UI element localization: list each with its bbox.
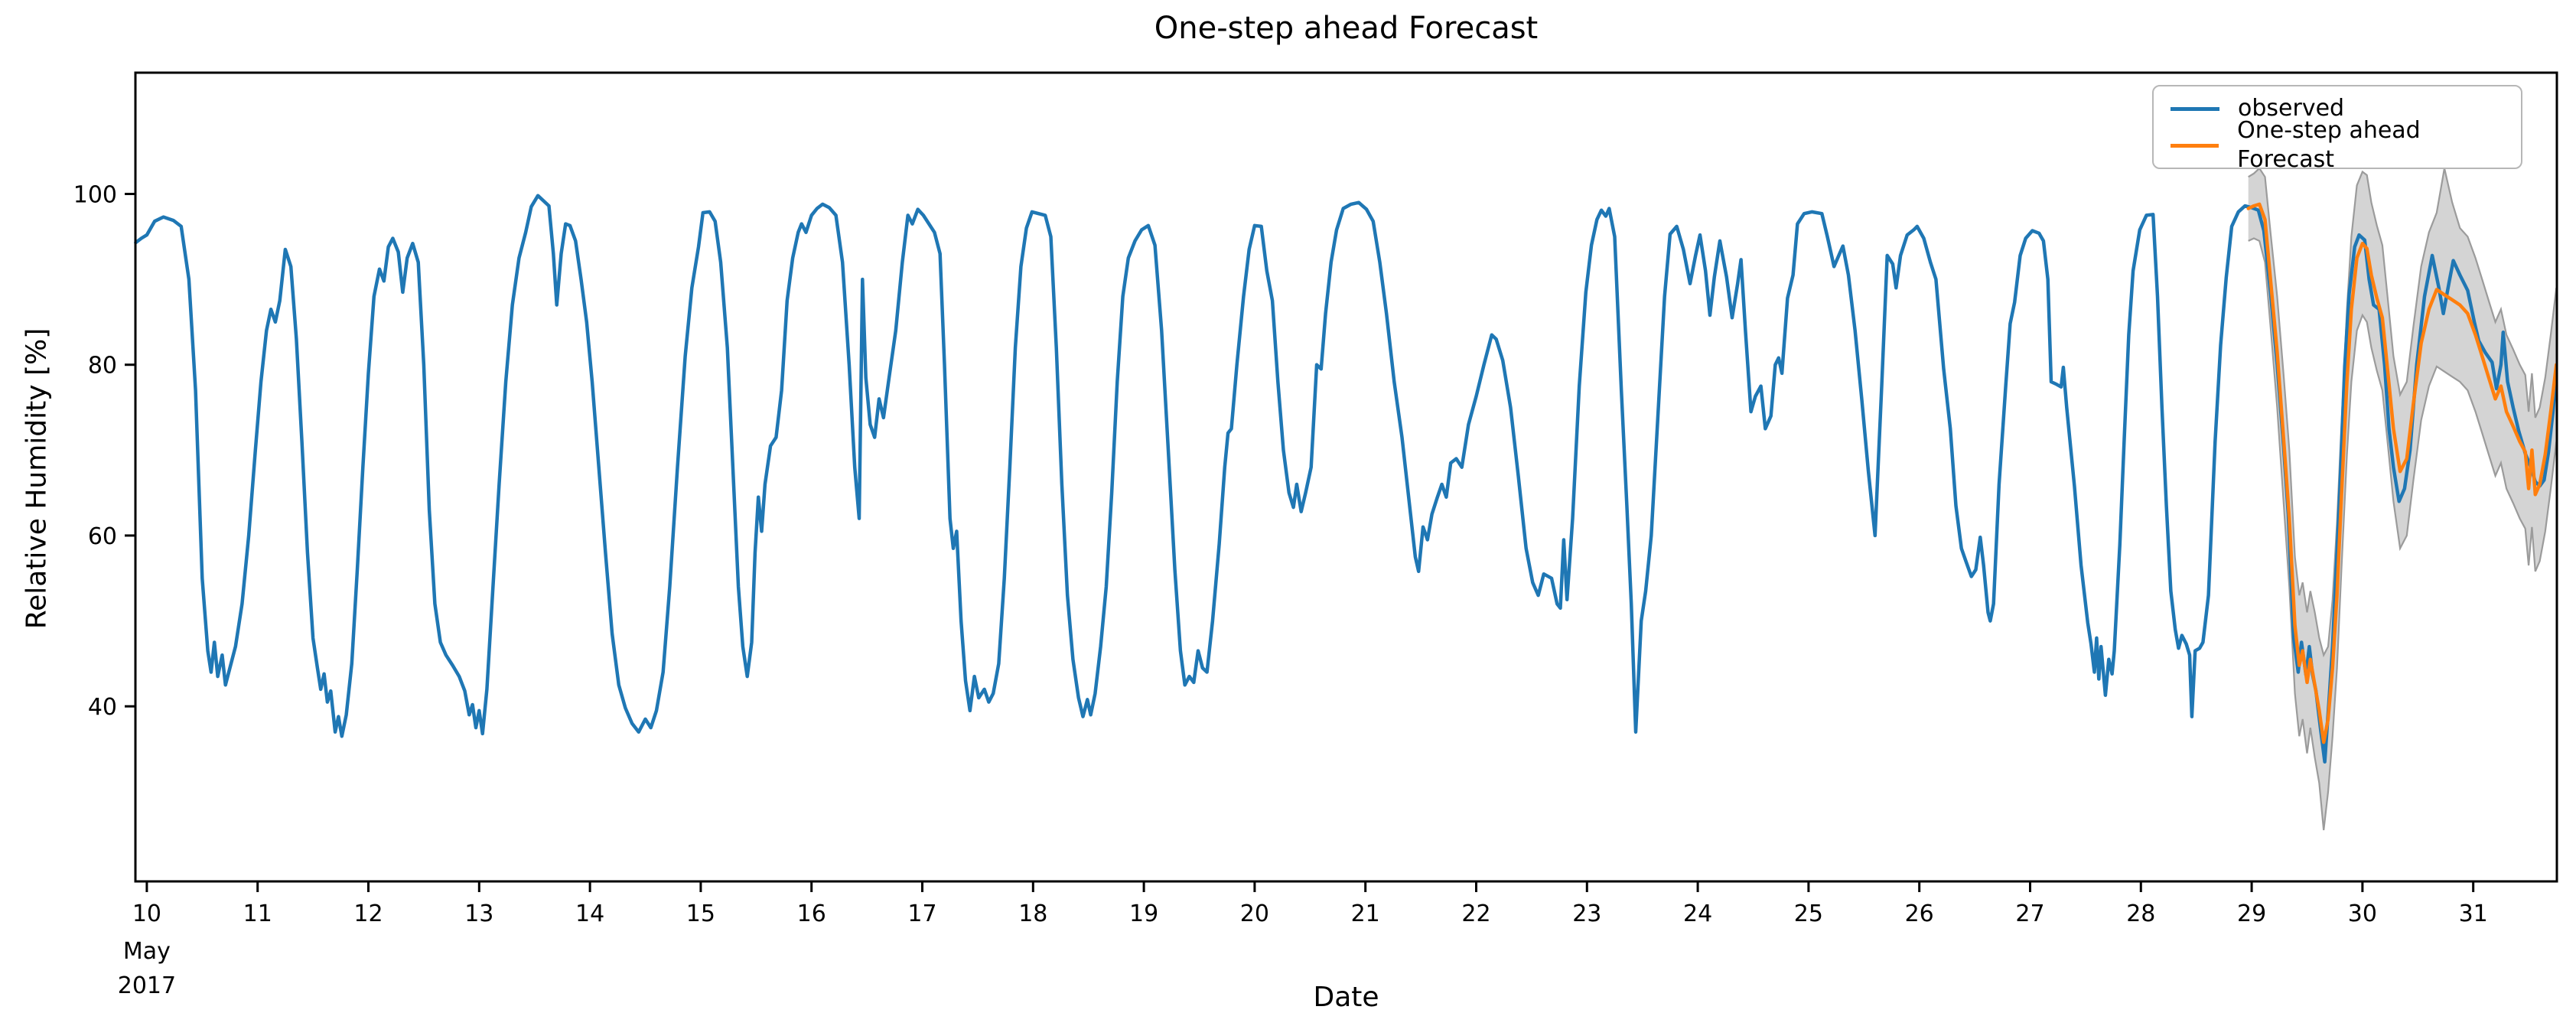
svg-text:19: 19 <box>1129 901 1158 927</box>
legend-item-forecast: One-step ahead Forecast <box>2154 117 2521 173</box>
svg-text:26: 26 <box>1905 901 1934 927</box>
svg-text:11: 11 <box>243 901 272 927</box>
svg-text:24: 24 <box>1683 901 1712 927</box>
svg-text:13: 13 <box>464 901 493 927</box>
svg-text:15: 15 <box>686 901 715 927</box>
observed-line-sample <box>2171 106 2219 111</box>
svg-text:21: 21 <box>1351 901 1380 927</box>
svg-text:23: 23 <box>1572 901 1601 927</box>
forecast-line-sample <box>2171 143 2219 148</box>
svg-text:28: 28 <box>2126 901 2155 927</box>
svg-text:10: 10 <box>132 901 161 927</box>
svg-text:60: 60 <box>88 523 117 550</box>
svg-text:2017: 2017 <box>118 972 176 999</box>
legend: observed One-step ahead Forecast <box>2152 85 2522 173</box>
series-forecast-line <box>2246 202 2558 744</box>
svg-text:16: 16 <box>797 901 826 927</box>
svg-text:29: 29 <box>2237 901 2266 927</box>
x-axis-label: Date <box>1313 982 1379 1013</box>
svg-text:80: 80 <box>88 353 117 379</box>
svg-text:May: May <box>123 938 171 965</box>
svg-text:22: 22 <box>1461 901 1490 927</box>
legend-label-observed: observed <box>2238 95 2345 122</box>
series-observed-line <box>134 194 2558 764</box>
svg-text:31: 31 <box>2459 901 2488 927</box>
svg-text:18: 18 <box>1018 901 1047 927</box>
svg-text:27: 27 <box>2015 901 2044 927</box>
legend-label-forecast: One-step ahead Forecast <box>2237 117 2421 173</box>
svg-text:14: 14 <box>575 901 604 927</box>
svg-text:100: 100 <box>73 181 117 208</box>
svg-text:20: 20 <box>1240 901 1269 927</box>
svg-text:17: 17 <box>907 901 936 927</box>
legend-item-observed: observed <box>2154 94 2521 123</box>
svg-text:25: 25 <box>1794 901 1823 927</box>
svg-text:40: 40 <box>88 694 117 721</box>
svg-text:12: 12 <box>353 901 383 927</box>
svg-text:30: 30 <box>2348 901 2377 927</box>
chart-title: One-step ahead Forecast <box>1154 11 1539 46</box>
